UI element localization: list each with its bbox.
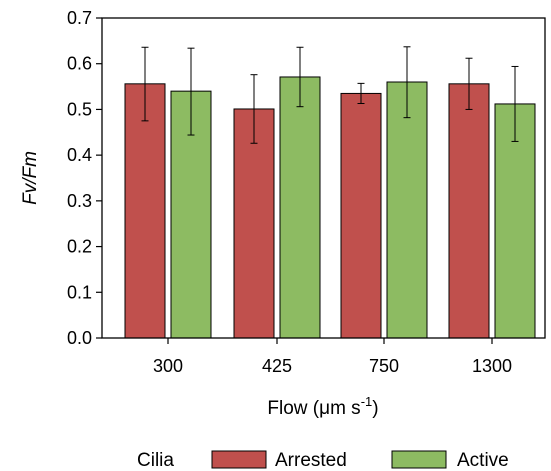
error-bar-active-425 — [296, 46, 304, 108]
x-tick-label: 1300 — [472, 356, 512, 376]
error-bar-arrested-425 — [250, 74, 258, 144]
x-tick-label: 750 — [369, 356, 399, 376]
x-axis: 300 425 750 1300 — [153, 338, 512, 376]
legend-label-arrested: Arrested — [275, 450, 347, 471]
y-axis-title: Fv/Fm — [20, 151, 41, 205]
error-bar-arrested-750 — [357, 82, 365, 104]
error-bar-arrested-300 — [141, 46, 149, 122]
error-bar-active-750 — [403, 46, 411, 119]
bar-arrested-425 — [233, 108, 275, 339]
x-axis-title-close: ) — [372, 398, 378, 419]
bar-arrested-750 — [340, 92, 382, 339]
error-bars-layer — [141, 46, 519, 144]
y-tick-label: 0.0 — [67, 328, 92, 348]
y-tick-label: 0.1 — [67, 282, 92, 302]
y-tick-label: 0.7 — [67, 8, 92, 28]
legend-swatch-active — [391, 450, 447, 469]
y-tick-label: 0.3 — [67, 191, 92, 211]
error-bar-arrested-1300 — [465, 57, 473, 110]
legend-swatch-arrested — [211, 450, 267, 469]
y-axis: 0.0 0.1 0.2 0.3 0.4 0.5 0.6 0.7 — [67, 8, 102, 348]
bar-arrested-300 — [124, 83, 166, 339]
bar-active-750 — [386, 81, 428, 339]
legend-title: Cilia — [137, 450, 174, 471]
x-tick-label: 425 — [262, 356, 292, 376]
plot-frame — [101, 17, 546, 339]
error-bar-active-1300 — [511, 65, 519, 142]
bar-arrested-1300 — [448, 83, 490, 339]
x-axis-title-superscript: -1 — [361, 394, 373, 409]
x-tick-label: 300 — [153, 356, 183, 376]
y-tick-label: 0.2 — [67, 237, 92, 257]
error-bar-active-300 — [187, 47, 195, 136]
y-tick-label: 0.6 — [67, 54, 92, 74]
x-axis-title-main: Flow (μm s — [267, 398, 360, 419]
bars-layer — [124, 76, 536, 339]
legend: Cilia Arrested Active — [137, 450, 509, 471]
y-tick-label: 0.5 — [67, 99, 92, 119]
y-tick-label: 0.4 — [67, 145, 92, 165]
legend-label-active: Active — [457, 450, 509, 471]
x-axis-title: Flow (μm s-1) — [267, 394, 378, 419]
bar-active-425 — [279, 76, 321, 339]
